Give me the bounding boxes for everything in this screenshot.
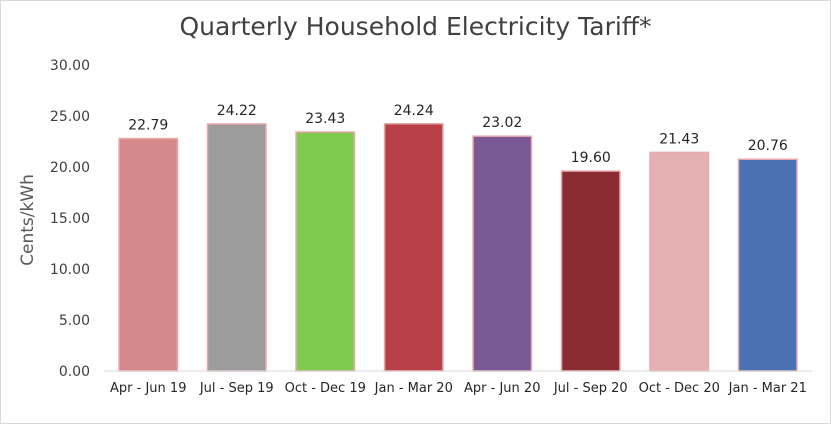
x-tick-label: Jul - Sep 19: [199, 381, 274, 396]
bar: [206, 123, 267, 372]
y-tick-label: 0.00: [59, 364, 90, 380]
bars: [118, 123, 798, 372]
y-tick-label: 15.00: [50, 211, 90, 227]
y-tick-label: 25.00: [50, 109, 90, 125]
data-label: 22.79: [128, 118, 168, 134]
y-tick-label: 5.00: [59, 313, 90, 329]
bar: [560, 170, 621, 372]
data-label: 19.60: [571, 150, 611, 166]
y-axis-label: Cents/kWh: [18, 174, 38, 266]
bar: [118, 137, 179, 372]
x-tick-label: Jan - Mar 20: [374, 381, 453, 396]
y-axis-ticks: 0.00 5.00 10.00 15.00 20.00 25.00 30.00: [50, 58, 90, 380]
x-tick-label: Jul - Sep 20: [553, 381, 628, 396]
x-axis-categories: Apr - Jun 19 Jul - Sep 19 Oct - Dec 19 Jan …: [110, 381, 807, 396]
bar: [295, 131, 356, 372]
y-tick-label: 30.00: [50, 58, 90, 74]
y-tick-label: 10.00: [50, 262, 90, 278]
data-label: 23.02: [482, 115, 522, 131]
y-tick-label: 20.00: [50, 160, 90, 176]
data-label: 21.43: [659, 131, 699, 147]
data-label: 24.24: [394, 103, 434, 119]
bar: [383, 123, 444, 372]
chart-title: Quarterly Household Electricity Tariff*: [179, 12, 652, 41]
x-tick-label: Apr - Jun 19: [110, 381, 186, 396]
bar: [472, 135, 533, 372]
x-tick-label: Oct - Dec 20: [639, 381, 720, 396]
data-label: 20.76: [748, 138, 788, 154]
x-tick-label: Oct - Dec 19: [285, 381, 366, 396]
data-labels: 22.79 24.22 23.43 24.24 23.02 19.60 21.43 20.76: [128, 103, 788, 166]
data-label: 23.43: [305, 111, 345, 127]
x-tick-label: Apr - Jun 20: [464, 381, 540, 396]
x-tick-label: Jan - Mar 21: [728, 381, 807, 396]
bar: [737, 158, 798, 372]
bar: [649, 151, 710, 372]
data-label: 24.22: [217, 103, 257, 119]
